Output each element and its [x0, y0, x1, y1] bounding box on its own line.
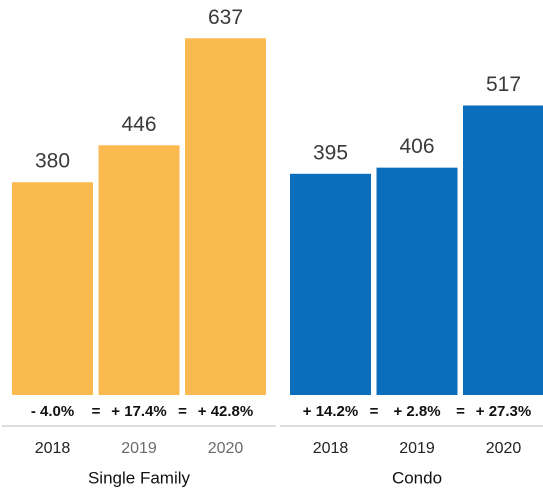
x-tick-label: 2020	[208, 440, 244, 457]
value-label: 406	[399, 135, 434, 158]
x-tick-label: 2019	[121, 440, 157, 457]
value-label: 637	[208, 6, 243, 29]
x-tick-label: 2019	[399, 440, 435, 457]
bar	[12, 182, 93, 395]
value-label: 395	[313, 141, 348, 164]
x-tick-label: 2018	[313, 440, 349, 457]
change-label: + 14.2%	[303, 403, 358, 420]
x-tick-label: 2018	[35, 440, 71, 457]
separator: =	[92, 403, 101, 420]
bar	[98, 145, 180, 395]
bar	[185, 38, 266, 395]
change-label: + 2.8%	[393, 403, 440, 420]
separator: =	[178, 403, 187, 420]
separator: =	[456, 403, 465, 420]
group-title: Single Family	[88, 468, 191, 487]
change-label: - 4.0%	[31, 403, 74, 420]
value-label: 446	[121, 113, 156, 136]
x-tick-label: 2020	[486, 440, 522, 457]
group-title: Condo	[392, 468, 442, 487]
bar	[376, 167, 458, 395]
bar	[290, 173, 371, 395]
change-label: + 42.8%	[198, 403, 253, 420]
change-label: + 27.3%	[476, 403, 531, 420]
separator: =	[370, 403, 379, 420]
value-label: 517	[486, 73, 521, 96]
change-label: + 17.4%	[111, 403, 166, 420]
value-label: 380	[35, 150, 70, 173]
bar	[463, 105, 543, 395]
